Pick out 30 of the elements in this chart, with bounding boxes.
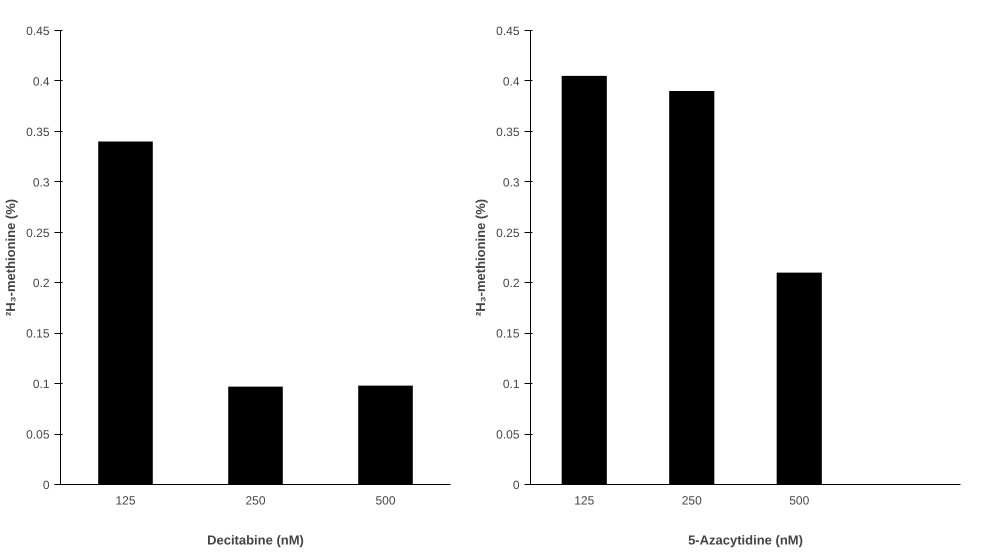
x-tick-label: 125 [115, 494, 136, 508]
y-axis-title: ²H₃-methionine (%) [473, 198, 488, 316]
x-tick-label: 500 [375, 494, 396, 508]
x-tick-label: 250 [682, 494, 702, 508]
y-tick-label: 0.3 [502, 175, 520, 190]
x-axis-title: 5-Azacytidine (nM) [688, 532, 803, 548]
y-tick-label: 0.15 [496, 326, 520, 341]
y-tick-label: 0.25 [26, 226, 50, 240]
y-tick-label: 0.2 [32, 276, 50, 290]
y-tick-label: 0.2 [502, 276, 520, 290]
y-tick-label: 0.1 [502, 377, 520, 392]
y-tick-label: 0.4 [32, 74, 50, 88]
x-tick-label: 250 [245, 494, 266, 508]
y-tick-label: 0.45 [26, 24, 50, 38]
y-tick-label: 0.4 [502, 74, 520, 88]
y-tick-label: 0.1 [32, 377, 50, 392]
y-tick-label: 0 [512, 478, 520, 492]
y-tick-label: 0.05 [26, 428, 50, 442]
y-tick-label: 0.35 [26, 124, 50, 139]
y-tick-label: 0.05 [496, 428, 520, 442]
y-tick-label: 0 [42, 478, 50, 492]
y-axis-title: ²H₃-methionine (%) [3, 198, 18, 316]
y-tick-label: 0.35 [496, 124, 520, 139]
y-tick-label: 0.45 [496, 24, 520, 38]
y-tick-label: 0.3 [32, 175, 50, 190]
x-tick-label: 500 [789, 494, 810, 508]
y-tick-label: 0.25 [496, 226, 520, 240]
x-axis-title: Decitabine (nM) [207, 532, 304, 548]
y-tick-label: 0.15 [26, 326, 50, 341]
x-tick-label: 125 [574, 494, 595, 508]
